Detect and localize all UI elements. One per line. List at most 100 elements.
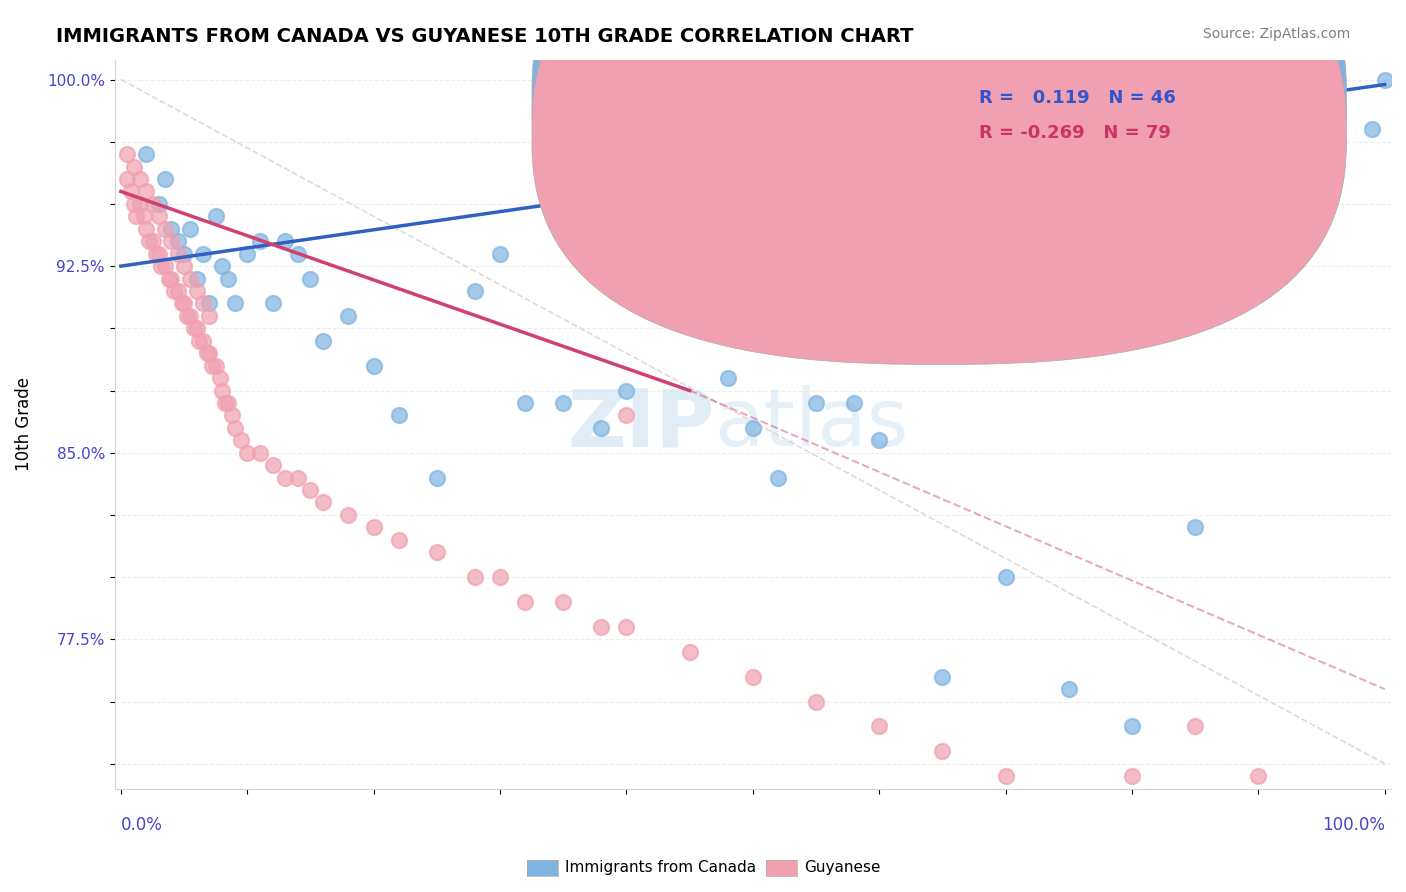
Point [1057,794,1080,808]
Point [994,570,1017,584]
Point [388,409,411,423]
Point [179,221,201,235]
FancyBboxPatch shape [531,0,1347,364]
Point [262,296,284,310]
Point [274,470,297,484]
Point [741,421,763,435]
Point [591,421,613,435]
Point [1361,122,1384,136]
Point [1121,719,1143,733]
Point [128,197,150,211]
Point [641,271,664,285]
Point [515,595,537,609]
Point [842,396,865,410]
Point [135,221,157,235]
Point [1247,769,1270,783]
Point [132,210,155,224]
Point [173,246,195,260]
Point [553,396,575,410]
Point [515,396,537,410]
Point [173,296,195,310]
Point [186,284,208,298]
Point [426,545,449,559]
Point [236,246,259,260]
Point [191,246,214,260]
Point [166,284,188,298]
Point [1184,520,1206,534]
Point [464,284,486,298]
Point [249,234,271,248]
Point [160,271,183,285]
Point [1310,794,1333,808]
Point [195,346,218,360]
Point [138,234,160,248]
Point [166,234,188,248]
Point [249,446,271,460]
Text: 0.0%: 0.0% [121,816,163,834]
Point [217,396,239,410]
Point [741,670,763,684]
Text: Source: ZipAtlas.com: Source: ZipAtlas.com [1202,27,1350,41]
Point [153,259,176,273]
Point [120,185,142,199]
Point [236,446,259,460]
Point [141,234,163,248]
Point [122,197,145,211]
Text: R =   0.119   N = 46: R = 0.119 N = 46 [979,89,1175,107]
Text: 100.0%: 100.0% [1322,816,1385,834]
Point [1374,72,1396,87]
Point [117,172,139,186]
Point [616,620,638,634]
Point [388,533,411,547]
Point [1184,719,1206,733]
Point [135,147,157,161]
Point [1057,682,1080,697]
Text: R = -0.269   N = 79: R = -0.269 N = 79 [979,124,1171,142]
Point [157,271,180,285]
Point [287,470,309,484]
Point [188,334,211,348]
Point [716,371,738,385]
Point [160,221,183,235]
Point [148,197,170,211]
Point [489,246,512,260]
Point [186,271,208,285]
Point [678,271,700,285]
Point [804,694,827,708]
Point [337,508,360,522]
Point [128,172,150,186]
Point [153,172,176,186]
Point [166,246,188,260]
Point [148,246,170,260]
Point [299,271,322,285]
Point [214,396,236,410]
Point [125,210,148,224]
Point [191,334,214,348]
Point [179,309,201,323]
Point [186,321,208,335]
Point [173,259,195,273]
Point [994,769,1017,783]
Point [141,197,163,211]
Point [931,670,953,684]
Point [766,470,789,484]
Point [489,570,512,584]
Point [150,259,173,273]
Point [804,396,827,410]
Point [868,434,890,448]
Point [198,346,221,360]
Point [217,271,239,285]
Point [363,520,385,534]
Point [148,210,170,224]
Point [312,334,335,348]
Point [160,234,183,248]
Point [208,371,231,385]
Point [337,309,360,323]
Point [176,309,198,323]
Point [198,296,221,310]
Text: Guyanese: Guyanese [804,861,880,875]
Point [198,309,221,323]
Point [211,384,233,398]
Text: ZIP: ZIP [567,385,714,463]
Point [312,495,335,509]
